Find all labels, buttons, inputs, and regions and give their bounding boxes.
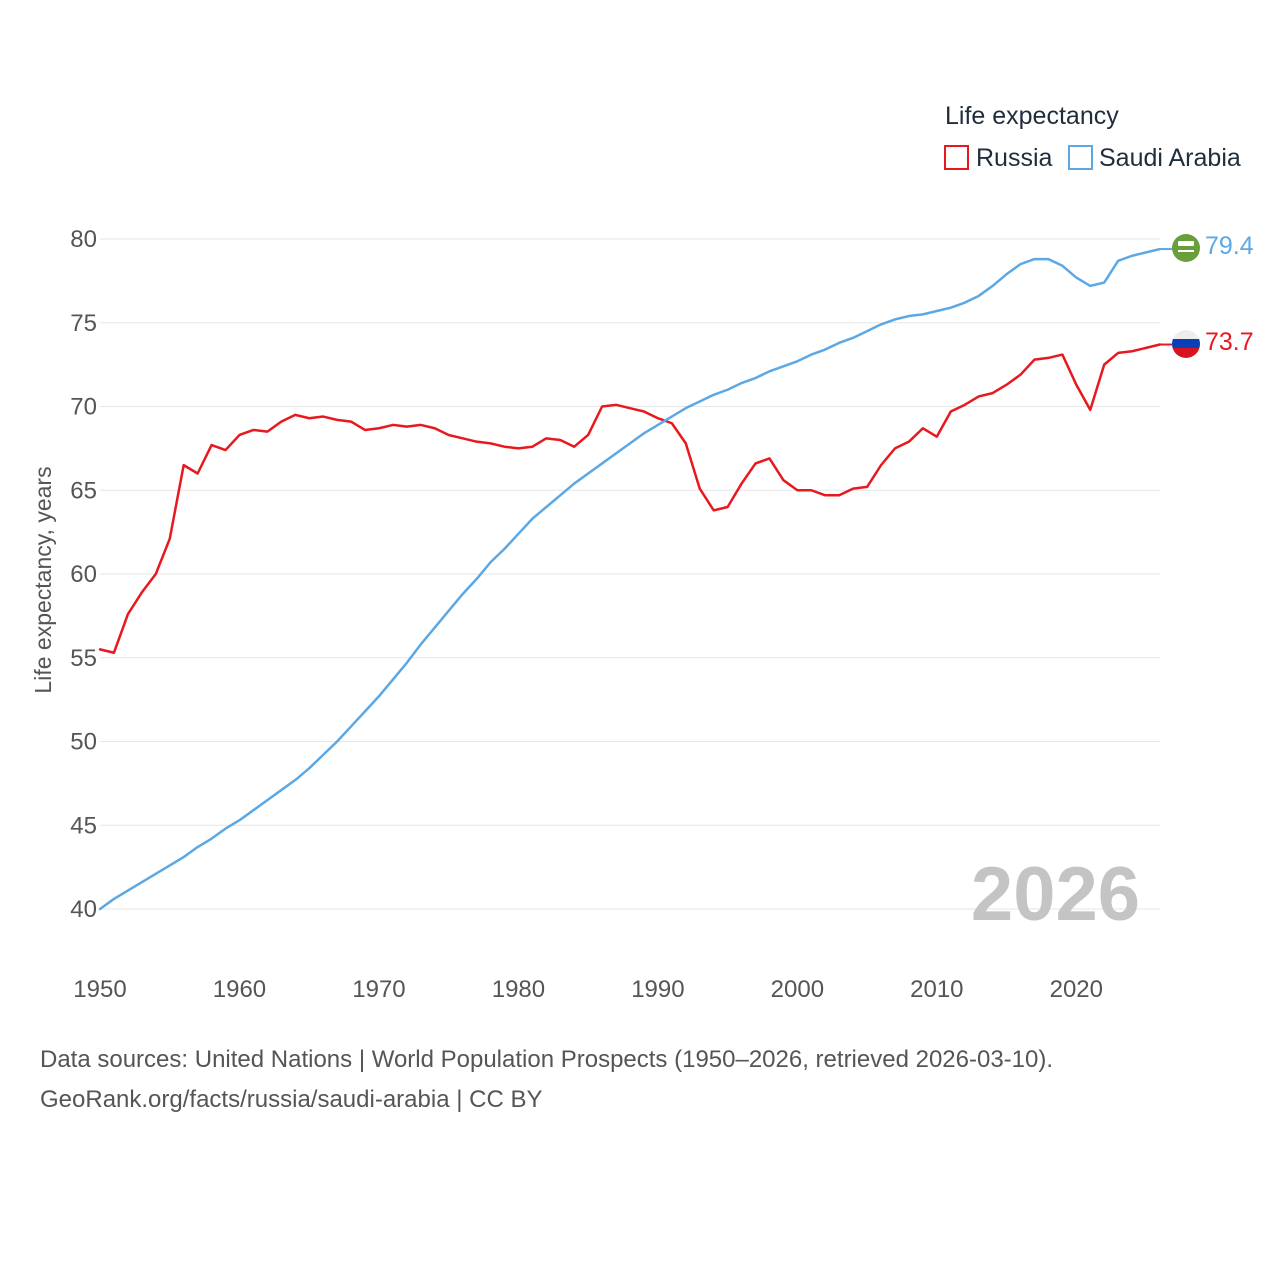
y-tick-label: 70	[70, 394, 97, 421]
footer: Data sources: United Nations | World Pop…	[40, 1040, 1053, 1120]
russia-end-value: 73.7	[1205, 328, 1254, 356]
y-tick-label: 65	[70, 477, 97, 504]
y-tick-label: 75	[70, 310, 97, 337]
x-tick-label: 1950	[73, 976, 126, 1003]
y-axis-label: Life expectancy, years	[30, 466, 56, 693]
y-tick-label: 80	[70, 226, 97, 253]
x-tick-label: 1970	[352, 976, 405, 1003]
y-tick-label: 50	[70, 729, 97, 756]
saudi-arabia-flag-icon	[1172, 234, 1200, 262]
russia-flag-icon	[1172, 330, 1200, 358]
x-tick-label: 1960	[213, 976, 266, 1003]
legend-item-russia[interactable]: Russia	[944, 144, 1053, 172]
saudi-arabia-end-value: 79.4	[1205, 232, 1254, 260]
series-lines	[98, 247, 1172, 911]
x-axis-ticks: 1950 1960 1970 1980 1990 2000 2010 2020	[73, 976, 1103, 1003]
attribution-link[interactable]: GeoRank.org/facts/russia/saudi-arabia | …	[40, 1086, 543, 1113]
legend-label-russia: Russia	[976, 144, 1053, 172]
legend-swatch-saudi-arabia	[1068, 145, 1093, 170]
x-tick-label: 1980	[492, 976, 545, 1003]
legend-swatch-russia	[944, 145, 969, 170]
y-tick-label: 45	[70, 812, 97, 839]
legend: Life expectancy Russia Saudi Arabia	[944, 102, 1241, 172]
series-line-russia	[98, 343, 1162, 654]
legend-item-saudi-arabia[interactable]: Saudi Arabia	[1068, 144, 1241, 172]
y-tick-label: 55	[70, 645, 97, 672]
x-tick-label: 1990	[631, 976, 684, 1003]
y-tick-label: 60	[70, 561, 97, 588]
series-line-saudi-arabia	[98, 247, 1162, 911]
gridlines	[100, 238, 1160, 910]
legend-label-saudi-arabia: Saudi Arabia	[1099, 144, 1241, 172]
y-tick-label: 40	[70, 896, 97, 923]
year-watermark: 2026	[971, 852, 1140, 937]
legend-title: Life expectancy	[945, 102, 1119, 130]
x-tick-label: 2010	[910, 976, 963, 1003]
y-axis-ticks: 40 45 50 55 60 65 70 75 80	[70, 226, 97, 923]
x-tick-label: 2020	[1050, 976, 1103, 1003]
data-sources-text: Data sources: United Nations | World Pop…	[40, 1046, 1054, 1073]
x-tick-label: 2000	[771, 976, 824, 1003]
